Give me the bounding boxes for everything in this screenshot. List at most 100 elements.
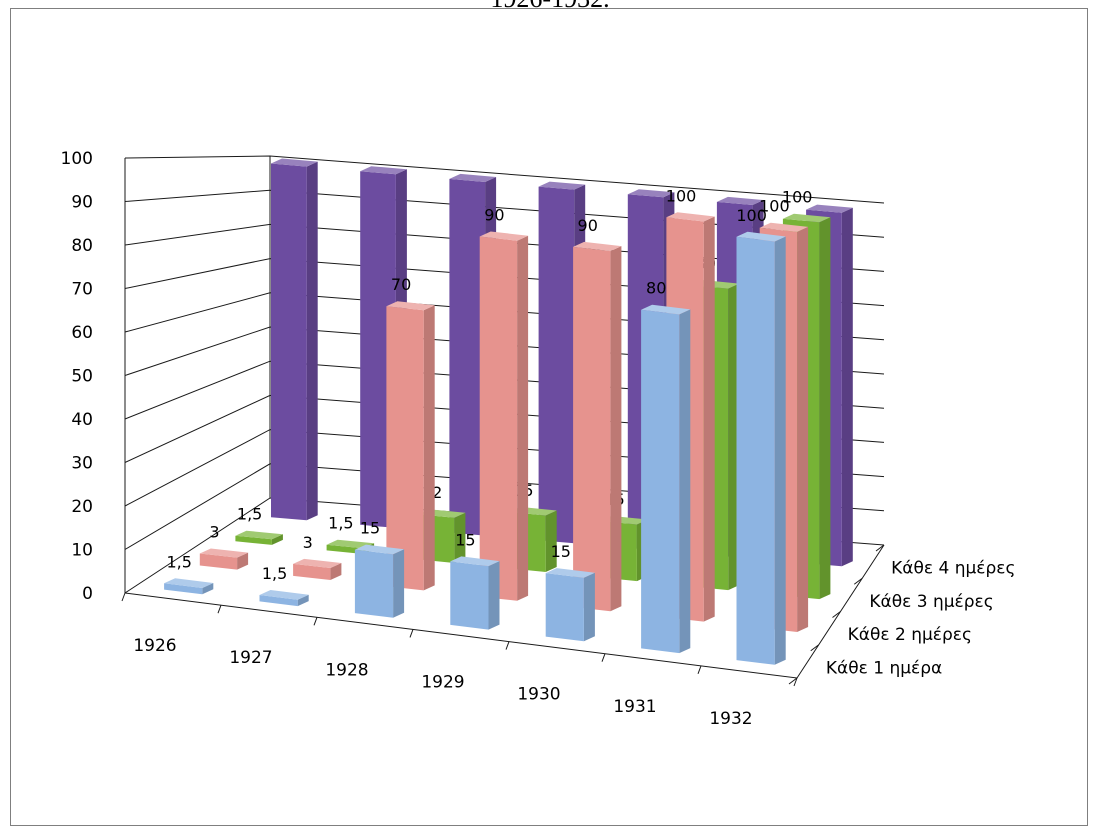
bar-top (666, 212, 715, 222)
y-tick-label: 70 (71, 280, 93, 300)
data-label: 1,5 (166, 552, 191, 571)
bar-top (716, 196, 764, 205)
bar-front (538, 186, 575, 544)
bar-top (354, 544, 405, 555)
bar-front (386, 306, 424, 591)
bar (271, 158, 318, 521)
bar (641, 304, 691, 654)
data-label: 100 (782, 188, 813, 207)
depth-tick-mark (810, 644, 820, 652)
series-label: Κάθε 1 ημέρα (826, 658, 942, 678)
bar-side (583, 572, 595, 642)
x-tick-label: 1929 (421, 673, 464, 693)
bar-side (703, 216, 715, 622)
bar-front (641, 309, 680, 654)
bar-front (271, 163, 307, 521)
data-label: 1,5 (237, 505, 262, 524)
bar-front (545, 573, 584, 642)
x-tick-mark (505, 641, 510, 650)
bar-side (728, 283, 740, 591)
depth-tick-mark (853, 577, 863, 585)
bar-front (479, 236, 518, 601)
bar-top (545, 568, 595, 578)
bar-side (306, 161, 318, 521)
bar (293, 558, 342, 580)
bar-front (449, 178, 486, 536)
series-label: Κάθε 3 ημέρες (869, 592, 993, 612)
x-tick-label: 1927 (229, 648, 272, 668)
bar-top (782, 213, 831, 223)
y-tick-label: 10 (71, 541, 93, 561)
bar-top (450, 556, 500, 567)
data-label: 100 (759, 197, 790, 216)
bar-side (393, 549, 405, 618)
bar-side (297, 594, 309, 607)
y-tick-label: 40 (71, 410, 93, 430)
y-tick-label: 0 (82, 584, 93, 604)
bar-front (573, 246, 611, 612)
bar-side (774, 236, 786, 665)
bar (450, 556, 500, 630)
bar-front (164, 583, 203, 595)
bar-front (259, 595, 298, 607)
data-label: 15 (551, 542, 571, 561)
x-tick-mark (313, 617, 318, 626)
bar-side (797, 226, 809, 632)
bar-top (538, 181, 586, 190)
bar-side (545, 510, 557, 572)
data-label: 1,5 (328, 514, 353, 533)
x-tick-label: 1928 (325, 660, 368, 680)
data-label: 3 (303, 533, 313, 552)
bar (479, 231, 529, 601)
x-tick-mark (217, 604, 222, 614)
x-tick-label: 1926 (133, 636, 176, 656)
bar-side (330, 563, 342, 580)
x-tick-label: 1930 (517, 685, 560, 705)
series-1-bars: 1,5 1,5 15 15 15 80 100 (164, 206, 786, 665)
data-label: 100 (666, 186, 697, 205)
bar-top (573, 241, 622, 252)
bar-side (423, 305, 435, 591)
bar-side (819, 217, 831, 600)
depth-tick-mark (875, 544, 885, 552)
bar (736, 231, 786, 665)
bar-front (326, 544, 364, 554)
bar (259, 590, 309, 607)
data-label: 100 (736, 206, 767, 225)
y-tick-label: 90 (71, 193, 93, 213)
bar-top (641, 304, 691, 315)
bar-front (736, 236, 775, 665)
data-label: 70 (391, 275, 411, 294)
bar-top (199, 548, 249, 558)
bar-top (806, 204, 853, 213)
x-tick-mark (601, 653, 606, 662)
bar (573, 241, 622, 612)
bar-top (360, 166, 407, 175)
bar-side (271, 534, 283, 545)
bar (386, 301, 435, 591)
data-label: 1,5 (262, 564, 287, 583)
bar-top (449, 173, 497, 182)
data-label: 15 (360, 519, 380, 538)
bar-top (479, 231, 529, 241)
x-tick-label: 1932 (709, 709, 752, 729)
y-tick-label: 50 (71, 367, 93, 387)
bar-top (736, 231, 786, 242)
bar-side (841, 207, 853, 567)
bar-top (271, 158, 318, 167)
bar-front (354, 549, 394, 618)
x-tick-mark (121, 592, 126, 602)
x-tick-mark (793, 677, 798, 687)
bar-side (488, 561, 500, 630)
bar-top (259, 590, 309, 600)
bar-side (679, 309, 691, 654)
bar-top (759, 222, 809, 232)
bar-top (386, 301, 435, 311)
bar (354, 544, 405, 618)
data-label: 90 (578, 216, 598, 235)
bar (164, 578, 214, 595)
bar-side (454, 512, 466, 563)
y-tick-label: 100 (61, 149, 93, 169)
bar-front (199, 553, 238, 570)
